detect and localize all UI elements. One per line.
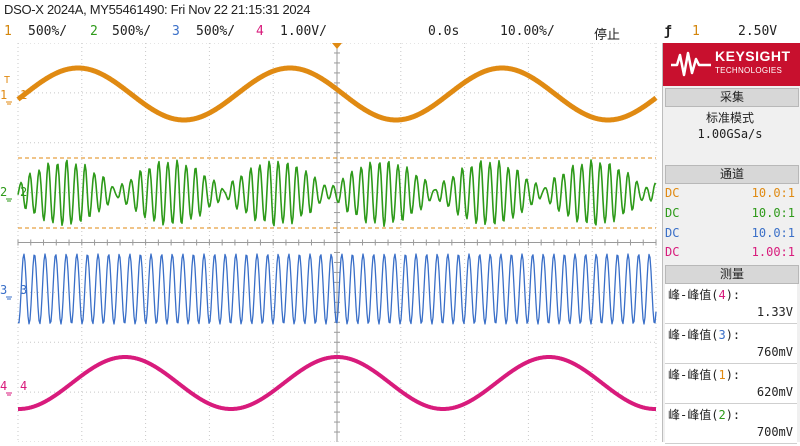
- measurement-value: 760mV: [756, 345, 793, 359]
- channel-probe-ratio: 1.00:1: [751, 245, 795, 259]
- trigger-level-marker: T: [4, 75, 10, 86]
- trigger-level[interactable]: 2.50V: [738, 24, 778, 39]
- measurement-value: 700mV: [756, 425, 793, 439]
- channel-trace-label: 1: [20, 88, 27, 102]
- channel-ground-marker: 1: [0, 88, 7, 102]
- channel-trace-label: 2: [20, 185, 27, 199]
- measurement-suffix: ):: [725, 288, 741, 302]
- info-sidebar: KEYSIGHT TECHNOLOGIES 采集 标准模式 1.00GSa/s …: [662, 43, 800, 444]
- channel-row[interactable]: DC 10.0:1: [665, 184, 797, 203]
- measurement-channel: 2: [718, 408, 726, 422]
- logo-text-secondary: TECHNOLOGIES: [715, 66, 783, 75]
- ch2-number[interactable]: 2: [90, 24, 98, 39]
- channel-ground-marker: 2: [0, 185, 7, 199]
- channel-probe-ratio: 10.0:1: [751, 226, 795, 240]
- status-bar: 1 500%/ 2 500%/ 3 500%/ 4 1.00V/ 0.0s 10…: [0, 22, 800, 43]
- measurement-label: 峰-峰值(4):: [668, 286, 740, 303]
- measurement-suffix: ):: [725, 408, 741, 422]
- measurement-prefix: 峰-峰值(: [668, 408, 719, 422]
- channel-coupling: DC: [665, 226, 680, 240]
- ch1-number[interactable]: 1: [4, 24, 12, 39]
- acquire-mode: 标准模式: [705, 111, 754, 125]
- logo-text-primary: KEYSIGHT: [715, 48, 791, 64]
- measurement-label: 峰-峰值(2):: [668, 406, 740, 423]
- measurement-channel: 3: [718, 328, 726, 342]
- instrument-title: DSO-X 2024A, MY55461490: Fri Nov 22 21:1…: [4, 2, 311, 17]
- run-state[interactable]: 停止: [594, 28, 621, 43]
- channel-trace-label: 4: [20, 379, 27, 393]
- measurement-suffix: ):: [725, 368, 741, 382]
- channel-coupling: DC: [665, 186, 680, 200]
- trigger-edge-icon: ƒ: [664, 24, 672, 39]
- ch4-number[interactable]: 4: [256, 24, 264, 39]
- keysight-logo: KEYSIGHT TECHNOLOGIES: [663, 43, 800, 86]
- measurement-item[interactable]: 峰-峰值(3): 760mV: [665, 324, 797, 364]
- ch3-number[interactable]: 3: [172, 24, 180, 39]
- channel-trace-label: 3: [20, 283, 27, 297]
- channel-row[interactable]: DC 1.00:1: [665, 243, 797, 262]
- channel-probe-ratio: 10.0:1: [751, 206, 795, 220]
- channels-header[interactable]: 通道: [665, 165, 799, 184]
- channel-row[interactable]: DC 10.0:1: [665, 224, 797, 243]
- measurement-label: 峰-峰值(1):: [668, 366, 740, 383]
- ch2-waveform: [17, 159, 657, 227]
- keysight-wave-icon: [671, 51, 711, 77]
- trigger-position-marker: [332, 43, 342, 49]
- measurement-item[interactable]: 峰-峰值(4): 1.33V: [665, 284, 797, 324]
- waveform-canvas: 1 1 2 2 3 3 4 4 T: [0, 42, 658, 443]
- measurement-value: 620mV: [756, 385, 793, 399]
- sample-rate: 1.00GSa/s: [697, 127, 763, 141]
- channel-probe-ratio: 10.0:1: [751, 186, 795, 200]
- channel-ground-marker: 3: [0, 283, 7, 297]
- ch2-scale[interactable]: 500%/: [112, 24, 152, 39]
- time-offset[interactable]: 0.0s: [428, 24, 460, 39]
- trigger-source[interactable]: 1: [692, 24, 700, 39]
- measurement-suffix: ):: [725, 328, 741, 342]
- channel-row[interactable]: DC 10.0:1: [665, 204, 797, 223]
- measurement-channel: 1: [718, 368, 726, 382]
- measurement-prefix: 峰-峰值(: [668, 288, 719, 302]
- ch4-scale[interactable]: 1.00V/: [280, 24, 327, 39]
- ch1-waveform: [16, 65, 658, 123]
- channel-coupling: DC: [665, 245, 680, 259]
- ch3-scale[interactable]: 500%/: [196, 24, 236, 39]
- measure-header[interactable]: 测量: [665, 265, 799, 284]
- measurement-prefix: 峰-峰值(: [668, 328, 719, 342]
- ch4-waveform: [17, 355, 657, 411]
- channel-coupling: DC: [665, 206, 680, 220]
- measurement-item[interactable]: 峰-峰值(1): 620mV: [665, 364, 797, 404]
- measurement-item[interactable]: 峰-峰值(2): 700mV: [665, 404, 797, 444]
- measurement-channel: 4: [718, 288, 726, 302]
- measurement-value: 1.33V: [756, 305, 793, 319]
- ch3-waveform: [17, 253, 657, 325]
- measurement-prefix: 峰-峰值(: [668, 368, 719, 382]
- acquire-header[interactable]: 采集: [665, 88, 799, 107]
- measurement-label: 峰-峰值(3):: [668, 326, 740, 343]
- channel-ground-marker: 4: [0, 379, 7, 393]
- title-bar: DSO-X 2024A, MY55461490: Fri Nov 22 21:1…: [0, 0, 800, 22]
- time-scale[interactable]: 10.00%/: [500, 24, 555, 39]
- ch1-scale[interactable]: 500%/: [28, 24, 68, 39]
